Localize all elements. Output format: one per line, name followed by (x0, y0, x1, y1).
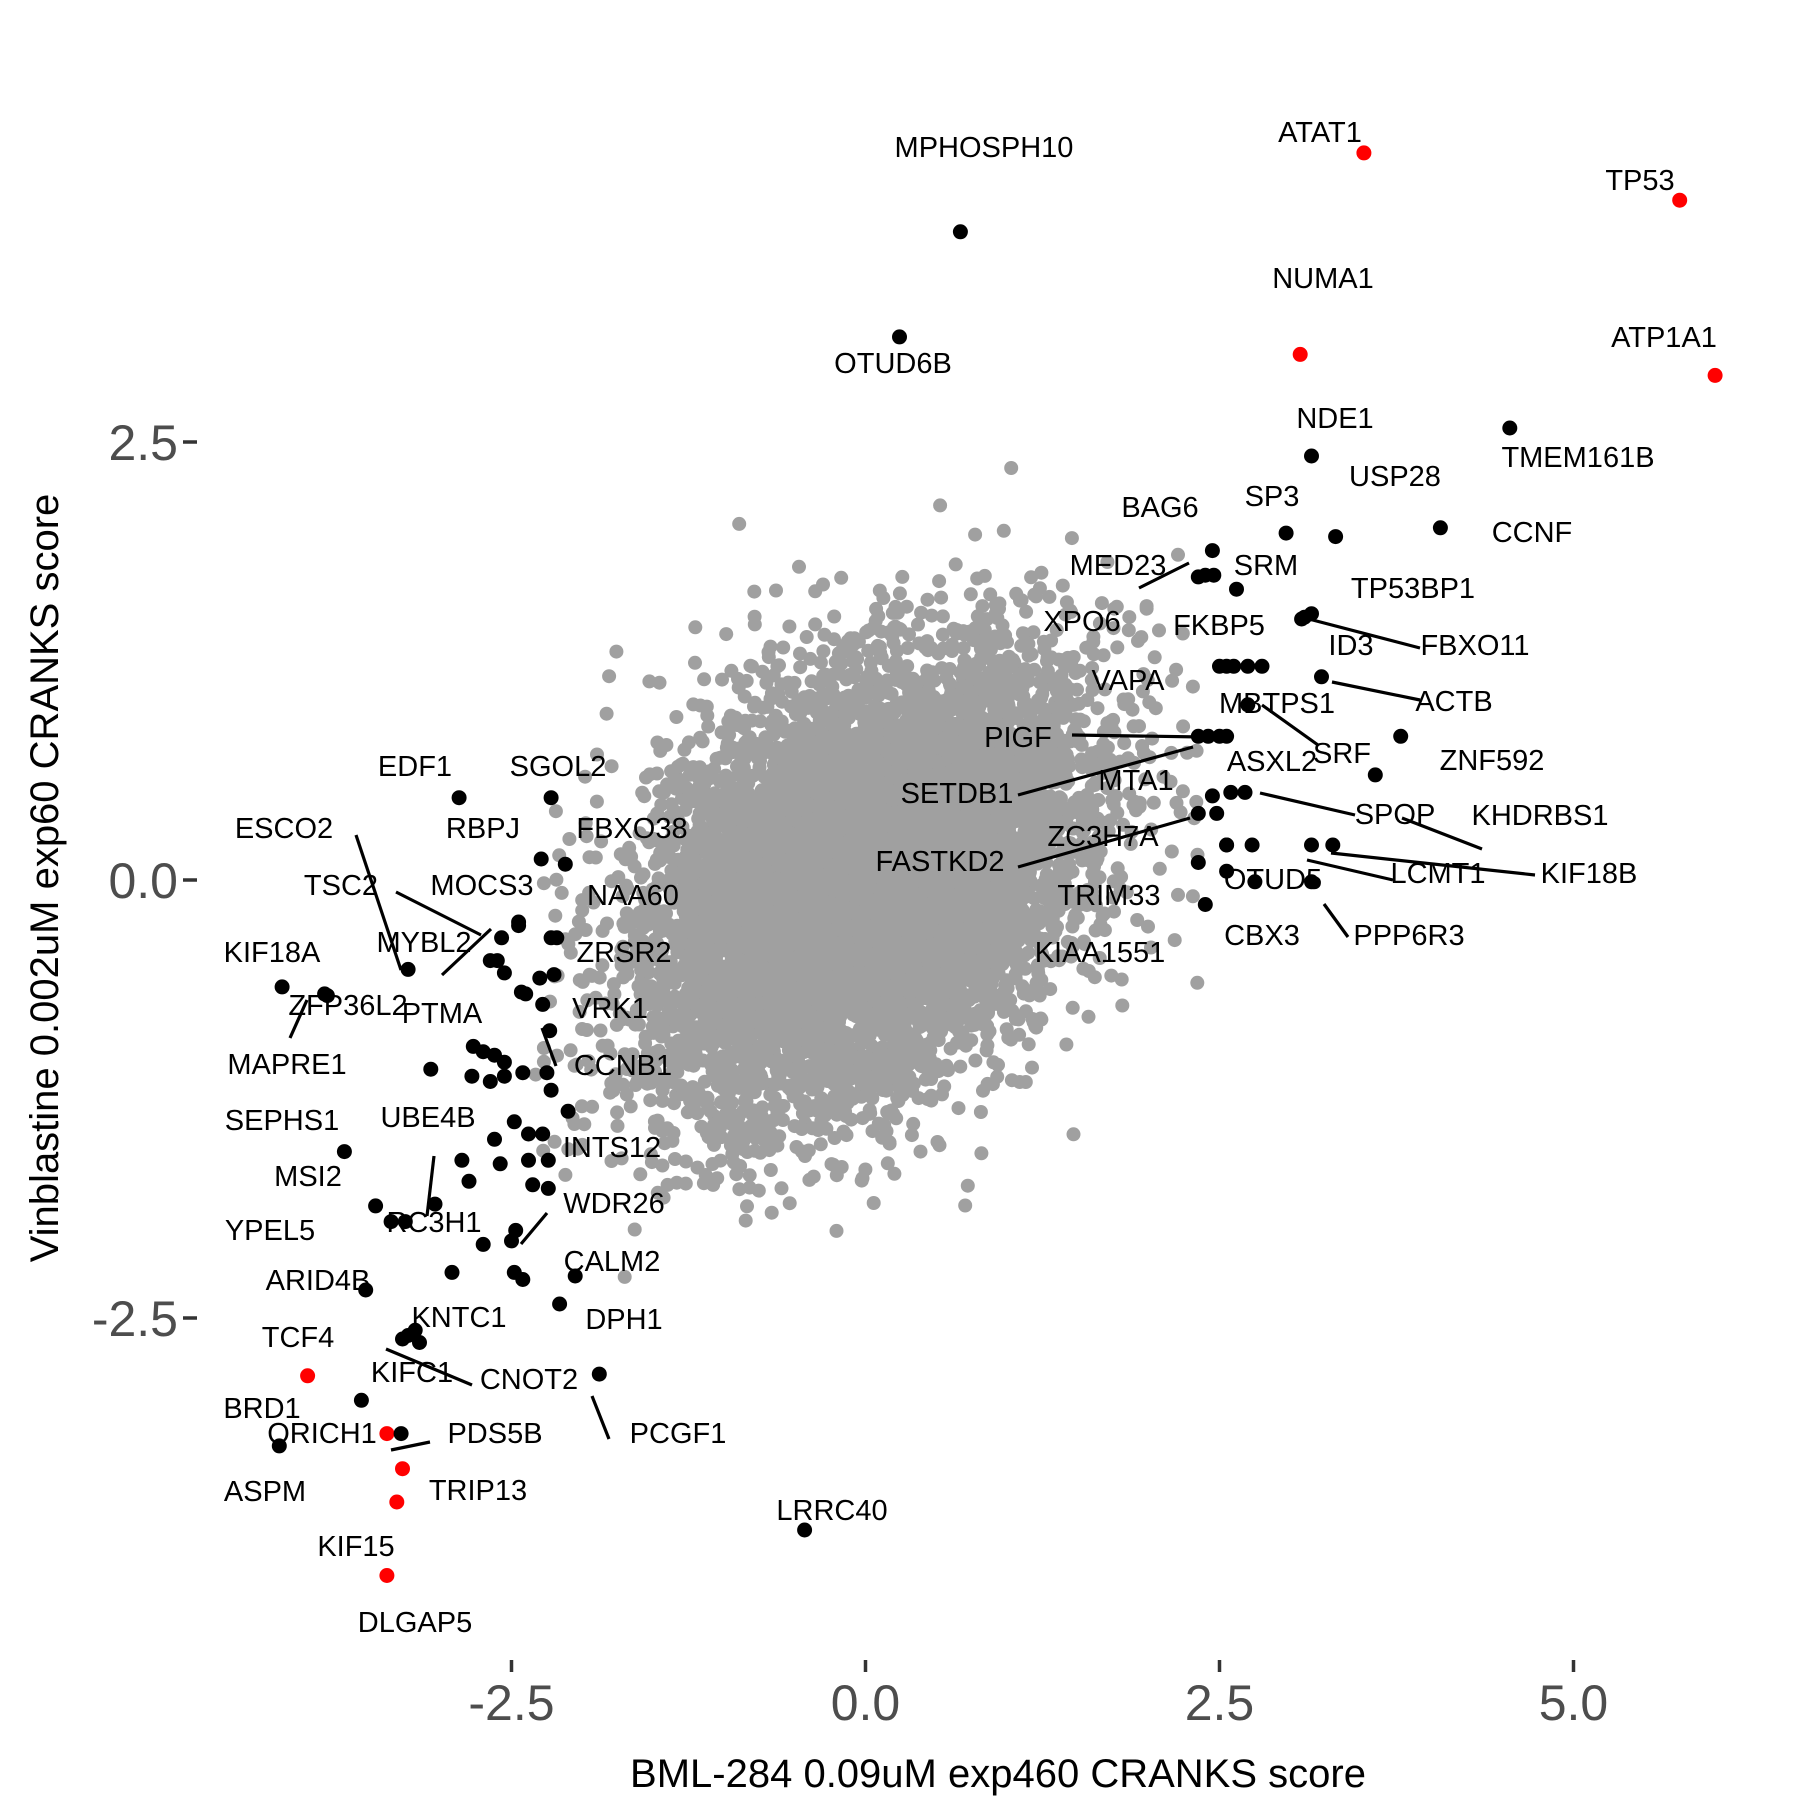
background-point (1066, 1127, 1081, 1142)
background-point (1042, 589, 1057, 604)
background-point (827, 609, 842, 624)
background-point (792, 559, 806, 574)
background-point (1059, 1037, 1074, 1052)
background-point (892, 586, 907, 601)
background-point (1171, 887, 1185, 902)
background-point (829, 1223, 844, 1238)
background-point (1152, 623, 1166, 638)
background-point (895, 569, 910, 584)
background-point (1152, 861, 1167, 876)
background-point (1049, 623, 1064, 637)
background-point (589, 794, 604, 809)
background-point (937, 1079, 952, 1094)
background-point (671, 1033, 686, 1048)
background-point (960, 1178, 975, 1193)
background-point (1065, 1000, 1080, 1015)
background-point (688, 620, 703, 635)
background-point (774, 1181, 789, 1196)
background-point (1115, 998, 1130, 1013)
background-point (1175, 626, 1190, 641)
background-point (1185, 889, 1200, 904)
background-point (956, 641, 971, 656)
background-point (934, 590, 949, 605)
background-point (627, 1222, 642, 1237)
background-point (834, 570, 849, 585)
background-point (1145, 731, 1160, 746)
background-points (528, 461, 1205, 1284)
background-point (701, 719, 716, 734)
background-point (782, 1196, 797, 1211)
background-point (669, 710, 684, 724)
background-point (920, 592, 935, 607)
background-point (1097, 682, 1112, 697)
background-point (747, 584, 762, 599)
background-point (609, 644, 624, 659)
background-point (782, 619, 797, 634)
background-point (740, 1199, 754, 1214)
background-point (593, 1023, 608, 1038)
background-point (1190, 975, 1205, 990)
background-point (1146, 795, 1161, 810)
background-point (599, 706, 614, 721)
background-point (813, 1137, 828, 1152)
background-point (1176, 719, 1191, 734)
background-point (963, 587, 978, 602)
background-point (913, 1144, 928, 1159)
background-point (715, 672, 729, 687)
background-point (1185, 679, 1200, 694)
background-point (547, 1134, 562, 1149)
background-point (536, 876, 551, 891)
background-point (548, 804, 563, 819)
background-point (558, 1167, 573, 1182)
background-point (623, 1099, 638, 1114)
background-point (1139, 601, 1154, 616)
background-point (1131, 633, 1145, 648)
background-point (881, 625, 896, 640)
background-point (769, 583, 783, 598)
background-point (743, 658, 758, 673)
background-point (668, 1152, 682, 1166)
background-point (747, 617, 762, 632)
background-point (933, 498, 948, 513)
background-point (1090, 701, 1105, 716)
background-point (748, 1131, 763, 1146)
background-point (1039, 867, 1054, 882)
background-point (958, 1198, 973, 1213)
background-point (1019, 604, 1034, 619)
background-point (776, 640, 791, 655)
background-point (1171, 547, 1185, 562)
background-point (1117, 736, 1132, 751)
background-point (1025, 1060, 1039, 1075)
background-point (866, 1196, 881, 1210)
background-point (906, 1116, 921, 1131)
background-point (578, 769, 593, 784)
background-point (633, 1167, 648, 1182)
background-point (732, 516, 747, 531)
background-point (563, 1043, 578, 1058)
background-point (890, 605, 905, 620)
background-point (1027, 587, 1042, 602)
background-point (1110, 640, 1125, 655)
background-point (1034, 565, 1049, 580)
